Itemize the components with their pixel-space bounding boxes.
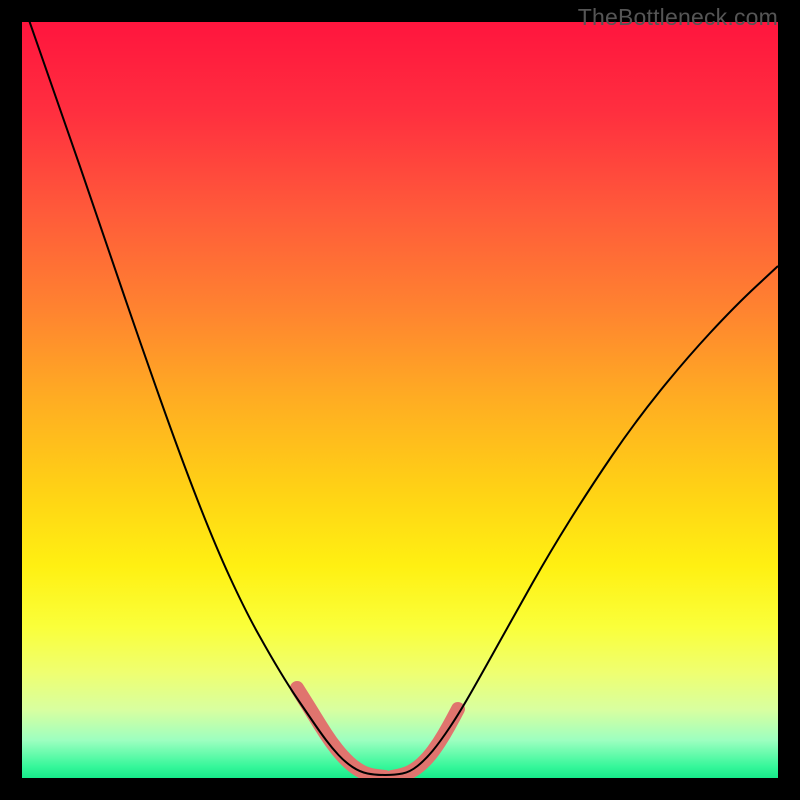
curve-overlay xyxy=(22,22,778,778)
plot-area xyxy=(22,22,778,778)
ci-segment xyxy=(297,688,385,777)
chart-frame: TheBottleneck.com xyxy=(0,0,800,800)
bottleneck-curve xyxy=(22,22,778,775)
ci-segment xyxy=(392,709,458,777)
watermark-label: TheBottleneck.com xyxy=(578,4,778,31)
